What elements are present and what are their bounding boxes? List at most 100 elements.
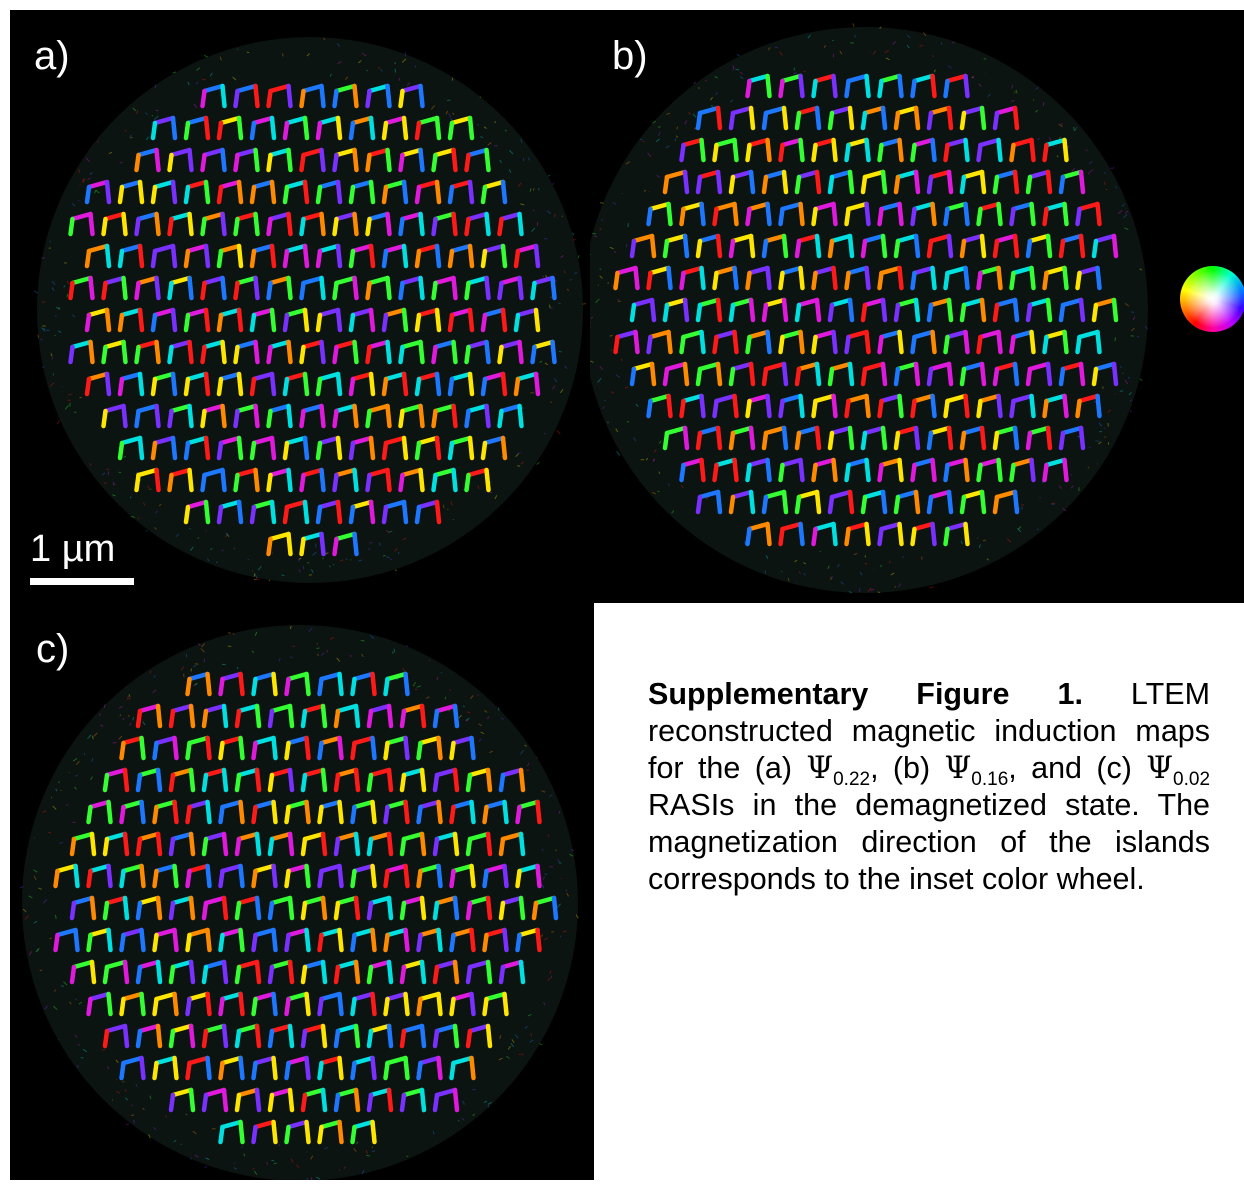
noise-speck: [194, 1154, 199, 1158]
magnetic-island: [414, 376, 422, 397]
magnetic-island: [862, 105, 886, 116]
magnetic-island: [963, 521, 970, 547]
noise-speck: [510, 1042, 515, 1048]
magnetic-island: [317, 1060, 324, 1081]
magnetic-island: [233, 280, 240, 301]
magnetic-island: [218, 740, 225, 761]
noise-speck: [130, 136, 133, 139]
magnetic-island: [350, 243, 374, 254]
magnetic-island: [185, 371, 209, 382]
magnetic-island: [847, 425, 855, 451]
magnetic-island: [366, 772, 374, 793]
magnetic-island: [862, 169, 886, 180]
magnetic-island: [811, 78, 818, 99]
magnetic-island: [436, 799, 443, 825]
magnetic-island: [877, 334, 884, 355]
noise-speck: [542, 876, 546, 880]
magnetic-island: [188, 831, 196, 857]
magnetic-island: [187, 403, 194, 429]
magnetic-island: [418, 275, 425, 301]
noise-speck: [91, 758, 94, 763]
magnetic-island: [317, 307, 341, 318]
magnetic-island: [319, 211, 326, 237]
magnetic-island: [122, 1023, 130, 1049]
magnetic-island: [449, 996, 456, 1017]
magnetic-island: [912, 73, 935, 84]
magnetic-island: [846, 329, 869, 340]
magnetic-island: [284, 740, 291, 761]
magnetic-island: [203, 1023, 227, 1034]
magnetic-island: [266, 408, 273, 429]
magnetic-island: [1042, 142, 1049, 163]
magnetic-island: [796, 169, 820, 180]
magnetic-island: [203, 703, 227, 714]
noise-speck: [74, 1034, 78, 1038]
scale-bar-line: [30, 578, 134, 585]
magnetic-island: [266, 472, 273, 493]
magnetic-island: [302, 703, 326, 714]
magnetic-island: [119, 804, 126, 825]
magnetic-island: [912, 265, 935, 276]
magnetic-island: [383, 371, 407, 382]
magnetic-island: [877, 462, 884, 483]
magnetic-island: [315, 312, 323, 333]
noise-speck: [357, 60, 362, 64]
noise-speck: [543, 237, 548, 240]
magnetic-island: [879, 73, 902, 84]
magnetic-island: [155, 831, 163, 857]
magnetic-island: [895, 425, 919, 436]
magnetic-island: [238, 1119, 245, 1145]
magnetic-island: [400, 467, 423, 478]
noise-speck: [77, 1043, 80, 1046]
noise-speck: [529, 188, 532, 192]
magnetic-island: [134, 152, 141, 173]
magnetic-island: [1077, 329, 1100, 340]
magnetic-island: [284, 243, 308, 254]
noise-speck: [175, 533, 180, 538]
magnetic-island: [368, 499, 376, 525]
magnetic-island: [517, 339, 524, 365]
magnetic-island: [895, 297, 919, 308]
magnetic-island: [451, 211, 458, 237]
magnetic-island: [798, 393, 805, 419]
magnetic-island: [1027, 297, 1051, 308]
magnetic-island: [613, 270, 620, 291]
noise-speck: [145, 136, 149, 141]
magnetic-island: [1095, 201, 1102, 227]
magnetic-island: [385, 339, 392, 365]
magnetic-island: [200, 152, 207, 173]
magnetic-island: [106, 799, 113, 825]
magnetic-island: [728, 366, 736, 387]
panel-b-magnetic-map: [590, 23, 1149, 594]
magnetic-island: [715, 489, 723, 515]
magnetic-island: [139, 863, 146, 889]
magnetic-island: [332, 408, 339, 429]
magnetic-island: [451, 863, 474, 874]
magnetic-island: [447, 184, 455, 205]
noise-speck: [635, 403, 639, 408]
magnetic-island: [912, 393, 935, 404]
magnetic-island: [897, 393, 904, 419]
magnetic-island: [400, 403, 423, 414]
noise-speck: [922, 32, 927, 37]
magnetic-island: [467, 895, 491, 906]
magnetic-island: [978, 265, 1001, 276]
magnetic-island: [399, 836, 407, 857]
magnetic-island: [317, 435, 341, 446]
magnetic-island: [301, 211, 324, 222]
magnetic-island: [122, 831, 130, 857]
magnetic-island: [350, 115, 374, 126]
magnetic-island: [1027, 361, 1051, 372]
magnetic-island: [877, 526, 884, 547]
noise-speck: [49, 382, 55, 387]
noise-speck: [322, 557, 324, 560]
magnetic-island: [1011, 201, 1034, 212]
magnetic-island: [732, 201, 739, 227]
magnetic-island: [216, 120, 224, 141]
magnetic-island: [418, 467, 425, 493]
magnetic-island: [798, 73, 805, 99]
magnetic-island: [466, 403, 489, 414]
magnetic-island: [332, 88, 339, 109]
caption-title: Supplementary Figure 1.: [648, 677, 1083, 711]
magnetic-island: [251, 676, 258, 697]
